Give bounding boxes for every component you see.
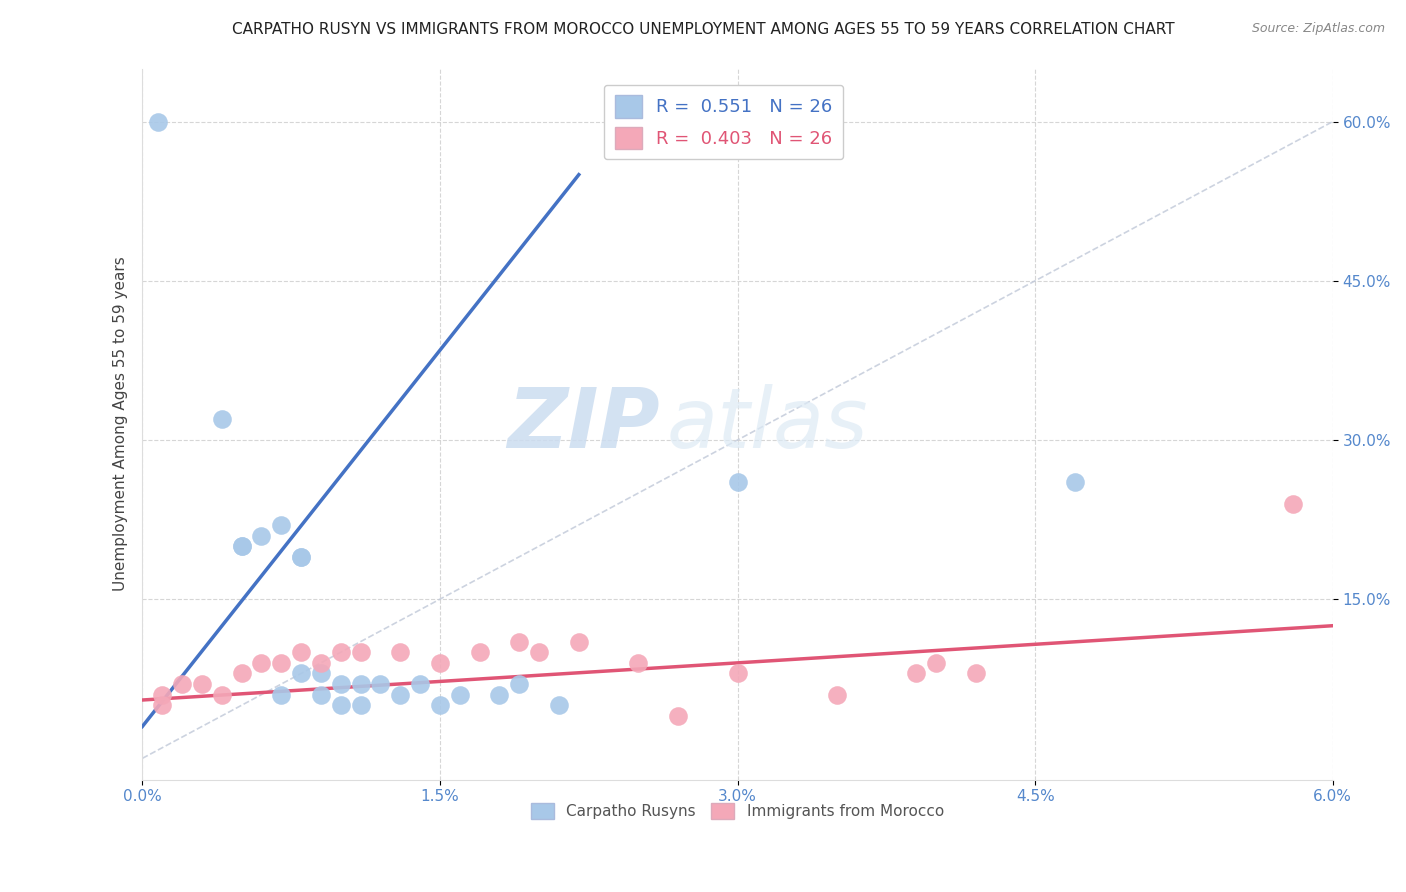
Text: atlas: atlas <box>666 384 868 465</box>
Point <box>150 688 173 702</box>
Point <box>527 645 550 659</box>
Point <box>349 698 371 713</box>
Point <box>508 634 530 648</box>
Point <box>349 677 371 691</box>
Point <box>389 688 412 702</box>
Point <box>309 666 332 681</box>
Point <box>329 645 352 659</box>
Point <box>825 688 848 702</box>
Point <box>370 677 392 691</box>
Point <box>231 666 253 681</box>
Point <box>309 656 332 670</box>
Point <box>905 666 928 681</box>
Point <box>627 656 650 670</box>
Point <box>329 677 352 691</box>
Point <box>150 698 173 713</box>
Point <box>270 656 292 670</box>
Point <box>349 645 371 659</box>
Point <box>925 656 948 670</box>
Text: Source: ZipAtlas.com: Source: ZipAtlas.com <box>1251 22 1385 36</box>
Point <box>1063 475 1085 490</box>
Legend: Carpatho Rusyns, Immigrants from Morocco: Carpatho Rusyns, Immigrants from Morocco <box>526 797 950 825</box>
Point <box>211 411 233 425</box>
Point <box>508 677 530 691</box>
Text: ZIP: ZIP <box>508 384 661 465</box>
Point <box>290 645 312 659</box>
Point <box>548 698 571 713</box>
Point <box>250 656 273 670</box>
Point <box>429 698 451 713</box>
Point <box>231 539 253 553</box>
Point <box>270 688 292 702</box>
Point <box>488 688 510 702</box>
Point <box>409 677 432 691</box>
Point <box>727 666 749 681</box>
Point <box>468 645 491 659</box>
Point <box>666 709 689 723</box>
Point <box>429 656 451 670</box>
Point <box>1282 497 1305 511</box>
Point <box>568 634 591 648</box>
Point <box>290 666 312 681</box>
Point <box>148 114 170 128</box>
Point <box>250 528 273 542</box>
Point <box>727 475 749 490</box>
Point <box>191 677 214 691</box>
Y-axis label: Unemployment Among Ages 55 to 59 years: Unemployment Among Ages 55 to 59 years <box>114 257 128 591</box>
Point <box>231 539 253 553</box>
Point <box>965 666 987 681</box>
Point <box>170 677 193 691</box>
Point <box>389 645 412 659</box>
Point <box>329 698 352 713</box>
Point <box>270 517 292 532</box>
Point <box>290 549 312 564</box>
Point <box>290 549 312 564</box>
Point <box>309 688 332 702</box>
Point <box>211 688 233 702</box>
Point <box>449 688 471 702</box>
Text: CARPATHO RUSYN VS IMMIGRANTS FROM MOROCCO UNEMPLOYMENT AMONG AGES 55 TO 59 YEARS: CARPATHO RUSYN VS IMMIGRANTS FROM MOROCC… <box>232 22 1174 37</box>
